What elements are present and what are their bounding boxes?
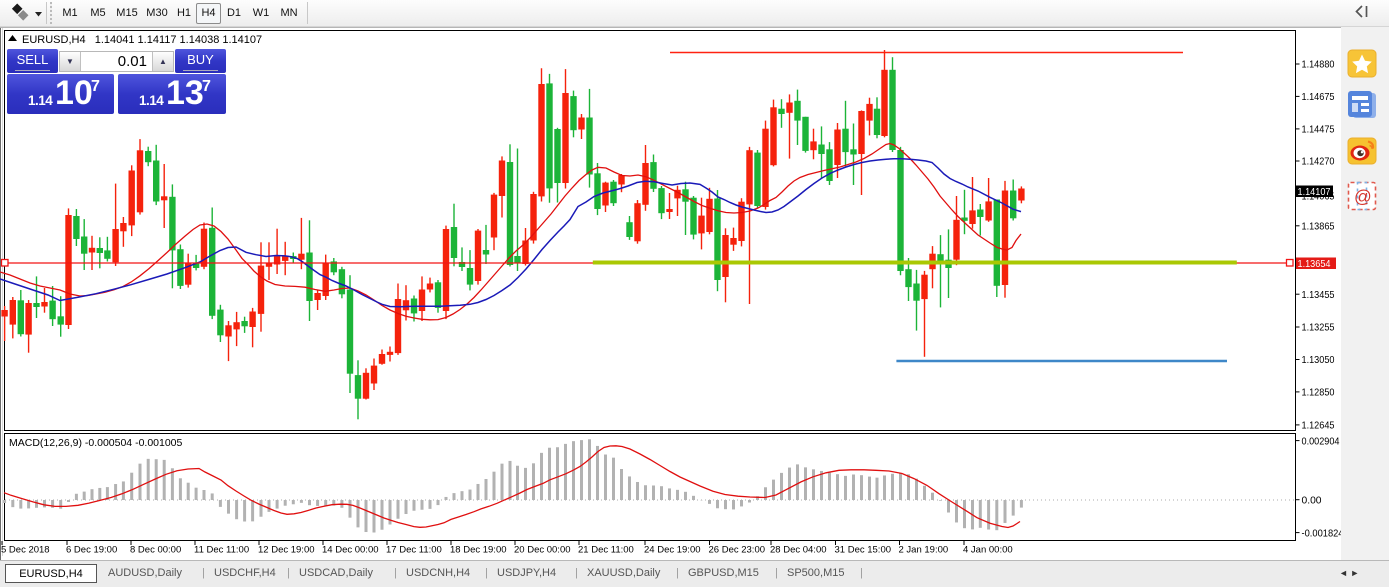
svg-text:11 Dec 11:00: 11 Dec 11:00 bbox=[194, 545, 249, 556]
svg-text:21 Dec 11:00: 21 Dec 11:00 bbox=[578, 545, 634, 556]
svg-text:26 Dec 23:00: 26 Dec 23:00 bbox=[709, 545, 766, 556]
svg-text:1.14475: 1.14475 bbox=[1302, 124, 1335, 136]
svg-text:1.14107: 1.14107 bbox=[1298, 186, 1331, 198]
svg-text:1.12850: 1.12850 bbox=[1302, 387, 1335, 399]
svg-text:17 Dec 11:00: 17 Dec 11:00 bbox=[386, 545, 442, 556]
svg-text:24 Dec 19:00: 24 Dec 19:00 bbox=[644, 545, 701, 556]
svg-text:MACD(12,26,9) -0.000504 -0.001: MACD(12,26,9) -0.000504 -0.001005 bbox=[9, 437, 183, 449]
svg-text:1.13050: 1.13050 bbox=[1302, 354, 1335, 366]
svg-text:20 Dec 00:00: 20 Dec 00:00 bbox=[514, 545, 571, 556]
svg-text:4 Jan 00:00: 4 Jan 00:00 bbox=[963, 545, 1013, 556]
svg-text:1.14675: 1.14675 bbox=[1302, 91, 1335, 103]
svg-text:18 Dec 19:00: 18 Dec 19:00 bbox=[450, 545, 507, 556]
svg-text:1.14270: 1.14270 bbox=[1302, 156, 1335, 168]
svg-text:6 Dec 19:00: 6 Dec 19:00 bbox=[66, 545, 117, 556]
svg-text:1.13255: 1.13255 bbox=[1302, 322, 1335, 334]
svg-text:5 Dec 2018: 5 Dec 2018 bbox=[1, 545, 50, 556]
svg-text:14 Dec 00:00: 14 Dec 00:00 bbox=[322, 545, 379, 556]
svg-text:0.00: 0.00 bbox=[1302, 494, 1322, 506]
svg-text:EURUSD,H4 1.14041 1.14117 1.: EURUSD,H4 1.14041 1.14117 1.14038 1.1410… bbox=[22, 34, 262, 46]
svg-text:1.13455: 1.13455 bbox=[1302, 289, 1335, 301]
svg-text:31 Dec 15:00: 31 Dec 15:00 bbox=[835, 545, 892, 556]
svg-text:@: @ bbox=[1354, 187, 1372, 207]
svg-text:1.13865: 1.13865 bbox=[1302, 221, 1335, 233]
svg-text:1.13654: 1.13654 bbox=[1298, 258, 1331, 270]
svg-text:-0.001824: -0.001824 bbox=[1302, 527, 1344, 539]
svg-text:0.002904: 0.002904 bbox=[1302, 435, 1340, 447]
svg-text:2 Jan 19:00: 2 Jan 19:00 bbox=[899, 545, 949, 556]
svg-text:12 Dec 19:00: 12 Dec 19:00 bbox=[258, 545, 315, 556]
svg-text:1.14880: 1.14880 bbox=[1302, 59, 1335, 71]
svg-text:8 Dec 00:00: 8 Dec 00:00 bbox=[130, 545, 181, 556]
svg-text:1.12645: 1.12645 bbox=[1302, 420, 1335, 432]
svg-text:28 Dec 04:00: 28 Dec 04:00 bbox=[770, 545, 827, 556]
